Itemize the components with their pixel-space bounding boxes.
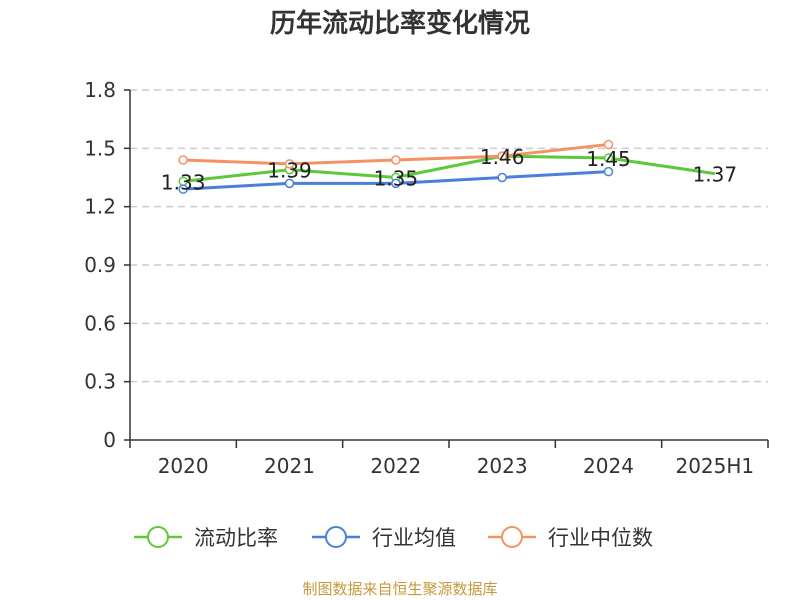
data-label: 1.46 (480, 145, 525, 169)
data-label: 1.45 (586, 147, 631, 171)
y-tick-label: 0 (103, 428, 116, 452)
legend-marker-icon (147, 526, 169, 548)
series-layer (178, 139, 716, 194)
data-point (391, 178, 401, 189)
source-note: 制图数据来自恒生聚源数据库 (302, 580, 497, 598)
legend-marker-icon (325, 526, 347, 548)
y-tick-label: 0.6 (84, 311, 116, 335)
grid-lines (130, 89, 768, 383)
y-tick-label: 1.2 (84, 195, 116, 219)
data-point (603, 153, 614, 163)
x-tick-label: 2020 (158, 454, 209, 478)
axes: 0 0.3 0.6 0.9 1.2 1.5 1.8 2020 2021 2022 2023 2024 2… (84, 78, 769, 478)
data-point (178, 184, 188, 194)
legend[interactable]: 流动比率 行业均值 行业中位数 (134, 526, 653, 550)
y-tick-label: 0.9 (84, 253, 116, 277)
data-label: 1.39 (267, 159, 312, 183)
data-label: 1.37 (693, 163, 738, 187)
legend-item-1[interactable]: 行业均值 (312, 526, 456, 550)
data-point (178, 155, 188, 165)
chart-title: 历年流动比率变化情况 (270, 8, 530, 39)
data-point (391, 155, 401, 165)
legend-item-0[interactable]: 流动比率 (134, 526, 278, 550)
legend-marker-icon (501, 526, 523, 548)
y-tick-label: 1.8 (84, 78, 116, 102)
data-labels: 1.33 1.39 1.35 1.46 1.45 1.37 (161, 145, 737, 194)
y-tick-label: 0.3 (84, 370, 116, 394)
legend-label: 行业均值 (372, 526, 456, 550)
x-tick-label: 2023 (477, 454, 528, 478)
legend-label: 行业中位数 (548, 526, 653, 550)
data-label: 1.35 (374, 167, 419, 191)
data-point (603, 139, 614, 150)
y-tick-label: 1.5 (84, 136, 116, 160)
data-point (497, 151, 507, 161)
series-line-0 (183, 154, 716, 183)
x-tick-label: 2022 (370, 454, 421, 478)
data-point (603, 166, 614, 177)
data-label: 1.33 (161, 170, 206, 194)
data-point (497, 172, 507, 183)
x-tick-label: 2021 (264, 454, 315, 478)
x-tick-label: 2025H1 (675, 454, 754, 478)
legend-item-2[interactable]: 行业中位数 (488, 526, 653, 550)
x-tick-label: 2024 (583, 454, 634, 478)
data-point (284, 178, 295, 189)
data-point (284, 159, 295, 169)
legend-label: 流动比率 (194, 526, 278, 550)
